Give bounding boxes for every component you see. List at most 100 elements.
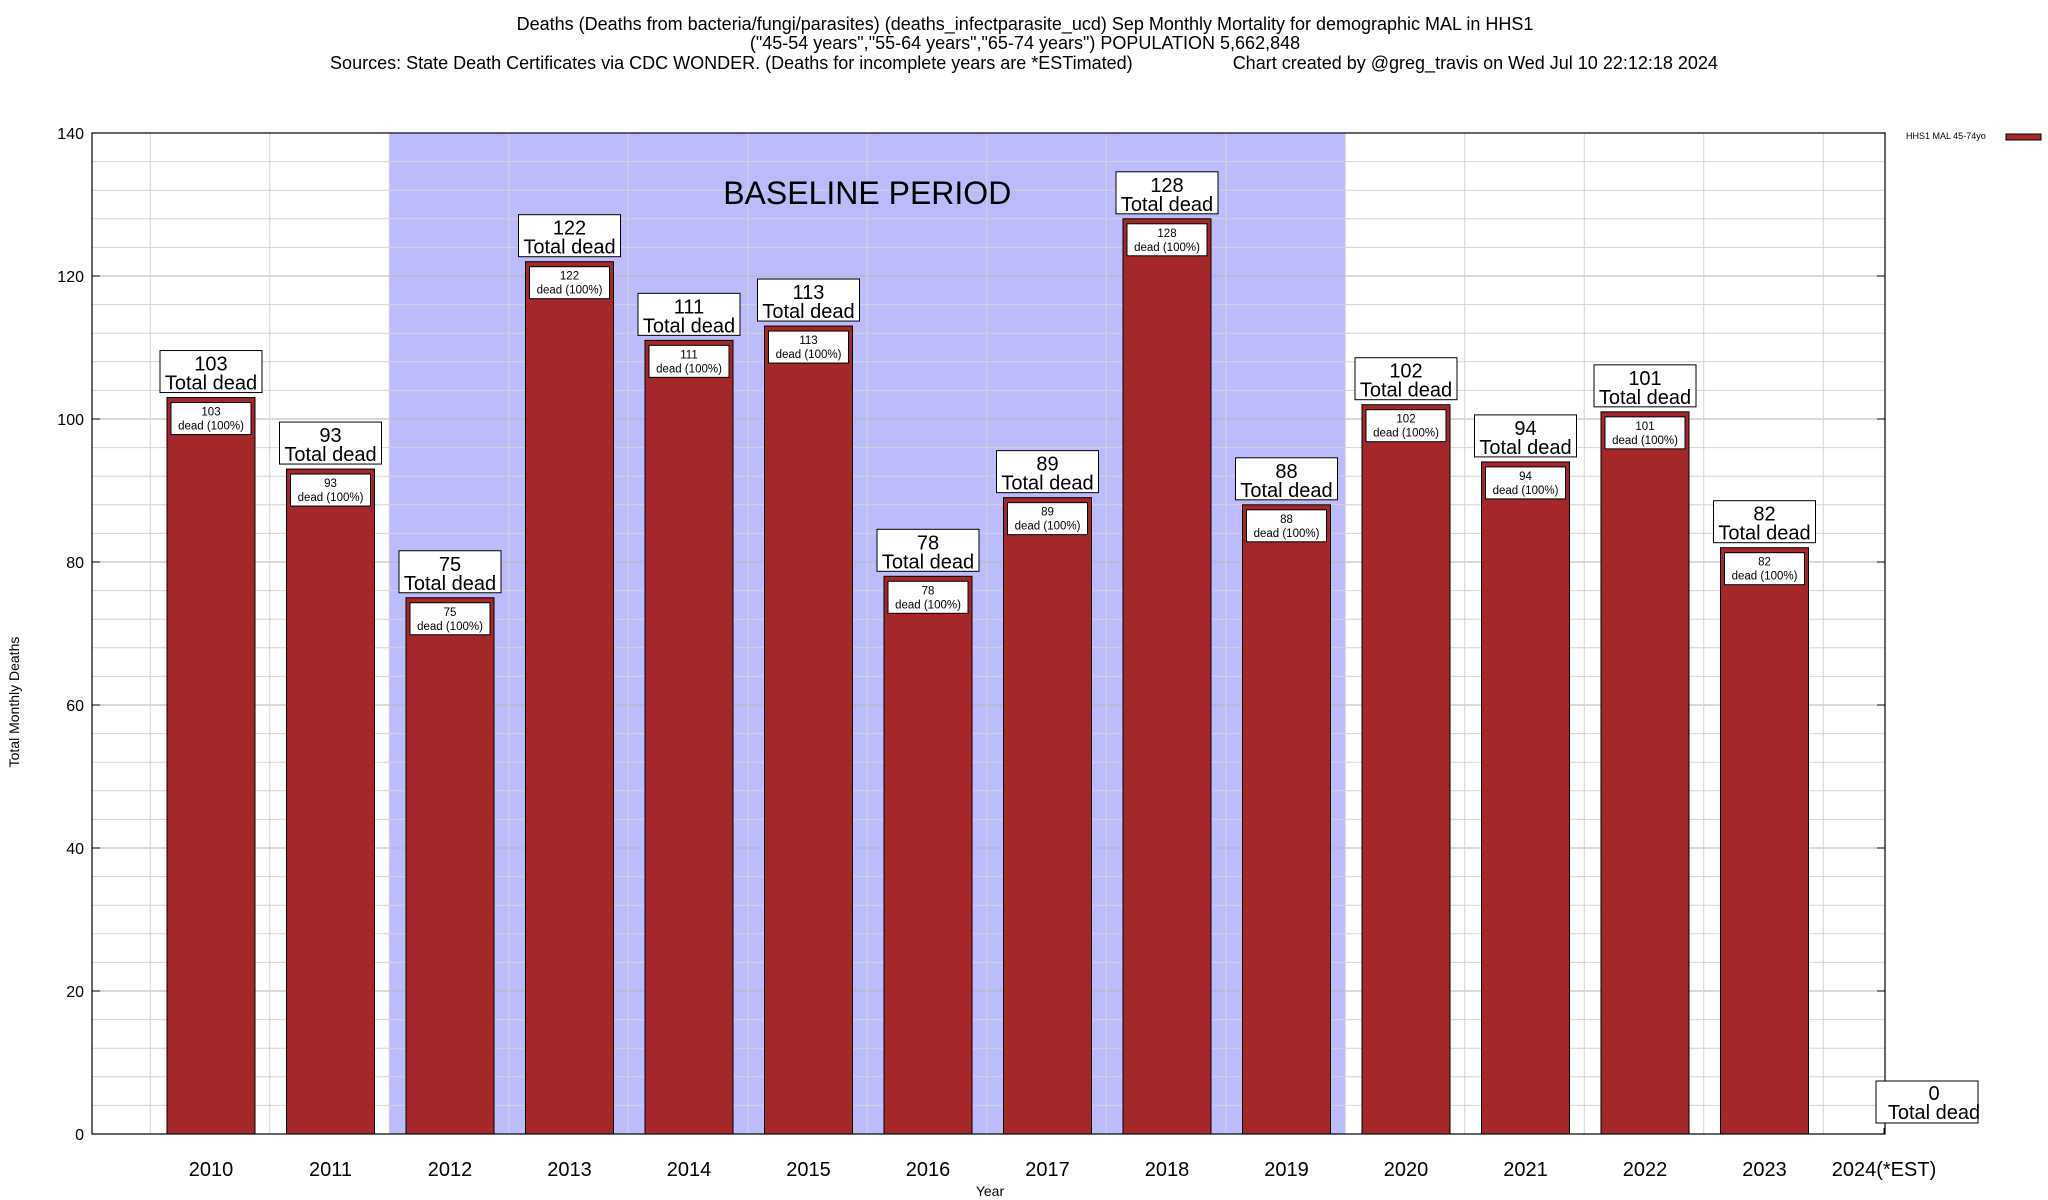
bar-inner-value-label: 78 — [922, 585, 935, 597]
bar-top-total-label: Total dead — [1240, 480, 1332, 502]
bar-top-label-box — [1115, 171, 1219, 215]
bar-inner-value-label: 122 — [560, 271, 579, 283]
y-tick-label: 140 — [57, 126, 84, 143]
bar-top-value-label: 0 — [1928, 1083, 1939, 1105]
bar-inner-label-box — [768, 330, 849, 364]
bar — [166, 397, 256, 1135]
bar-top-label-box — [757, 278, 860, 322]
legend-swatch — [2005, 133, 2042, 141]
bar-inner-label-box — [887, 580, 969, 614]
bar-inner-dead-label: dead (100%) — [1373, 428, 1439, 440]
bar-inner-dead-label: dead (100%) — [1612, 435, 1678, 447]
bar-inner-value-label: 75 — [444, 607, 457, 619]
bar-inner-label-box — [1007, 502, 1088, 536]
bar — [1361, 404, 1451, 1135]
y-tick-label: 100 — [57, 412, 84, 429]
bar-top-label-box — [1593, 364, 1697, 408]
y-tick-label: 80 — [66, 555, 84, 572]
bar-inner-dead-label: dead (100%) — [656, 363, 722, 375]
x-tick-label: 2012 — [428, 1159, 473, 1181]
bar-inner-label-box — [648, 344, 730, 378]
bar-top-label-box — [1713, 500, 1816, 544]
chart-title: Deaths (Deaths from bacteria/fungi/paras… — [516, 14, 1534, 34]
bar-inner-label-box — [1126, 223, 1208, 257]
bar-top-total-label: Total dead — [1718, 523, 1810, 545]
bar-top-value-label: 82 — [1753, 504, 1775, 526]
bar — [1600, 411, 1690, 1135]
bar — [1720, 547, 1809, 1135]
y-tick-label: 40 — [66, 841, 84, 858]
plot-frame — [91, 132, 1886, 1135]
bar-inner-value-label: 128 — [1157, 228, 1176, 240]
bar — [1242, 504, 1331, 1135]
x-tick-label: 2023 — [1742, 1159, 1787, 1181]
bar-inner-dead-label: dead (100%) — [298, 492, 364, 504]
bar-top-total-label: Total dead — [762, 301, 854, 323]
bar-top-total-label: Total dead — [1001, 473, 1093, 495]
chart-source-line: Sources: State Death Certificates via CD… — [0, 53, 2048, 73]
bar-top-label-box — [398, 550, 502, 594]
bar-top-value-label: 78 — [917, 532, 939, 554]
bar-top-label-box — [1474, 414, 1577, 458]
bar-inner-value-label: 94 — [1519, 471, 1532, 483]
chart-subtitle: ("45-54 years","55-64 years","65-74 year… — [749, 33, 1301, 53]
bar-top-value-label: 89 — [1036, 454, 1058, 476]
bar-inner-label-box — [1246, 509, 1327, 543]
bar-inner-dead-label: dead (100%) — [1134, 242, 1200, 254]
bar — [525, 261, 614, 1135]
bar-top-label-box — [518, 214, 621, 258]
bar-inner-dead-label: dead (100%) — [776, 349, 842, 361]
bar-inner-dead-label: dead (100%) — [1254, 528, 1320, 540]
bar — [883, 575, 973, 1135]
bar-inner-dead-label: dead (100%) — [417, 621, 483, 633]
bar-inner-value-label: 93 — [324, 478, 337, 490]
bar-top-value-label: 103 — [194, 354, 227, 376]
bar-top-label-box — [1354, 357, 1458, 401]
credit-text: Chart created by @greg_travis on Wed Jul… — [1232, 53, 1718, 73]
bar-inner-label-box — [1365, 409, 1447, 443]
bar — [286, 468, 375, 1135]
bar-top-total-label: Total dead — [1121, 194, 1213, 216]
bar-top-label-box — [876, 528, 980, 572]
bar — [1003, 497, 1092, 1135]
bar-inner-value-label: 101 — [1635, 421, 1654, 433]
bar-top-total-label: Total dead — [1599, 387, 1691, 409]
x-tick-label: 2016 — [906, 1159, 951, 1181]
x-tick-label: 2019 — [1264, 1159, 1309, 1181]
x-tick-label: 2015 — [786, 1159, 831, 1181]
x-tick-label: 2018 — [1145, 1159, 1190, 1181]
bar — [1122, 218, 1212, 1135]
bar-top-total-label: Total dead — [1360, 380, 1452, 402]
x-tick-label: 2014 — [667, 1159, 712, 1181]
bar-top-value-label: 93 — [319, 425, 341, 447]
bar-top-label-box — [637, 292, 741, 336]
bar-top-label-box — [159, 350, 263, 394]
bar-inner-value-label: 113 — [799, 335, 817, 347]
bar-inner-dead-label: dead (100%) — [1493, 485, 1559, 497]
bar-top-value-label: 101 — [1628, 368, 1661, 390]
y-axis-label: Total Monthly Deaths — [6, 636, 22, 768]
bar-inner-value-label: 103 — [201, 407, 220, 419]
bar-top-total-label: Total dead — [643, 315, 735, 337]
bar-inner-value-label: 88 — [1280, 514, 1293, 526]
bar-inner-value-label: 82 — [1758, 557, 1771, 569]
bar-inner-value-label: 89 — [1041, 507, 1054, 519]
bar-inner-label-box — [1604, 416, 1686, 450]
bar-top-total-label: Total dead — [165, 373, 257, 395]
bar-top-label-box — [1875, 1080, 1979, 1124]
x-tick-label: 2020 — [1384, 1159, 1429, 1181]
bar-top-label-box — [1235, 457, 1338, 501]
x-tick-label: 2022 — [1623, 1159, 1668, 1181]
bar-top-value-label: 122 — [553, 218, 586, 240]
bar-top-value-label: 111 — [674, 296, 704, 318]
bar — [764, 325, 853, 1135]
y-tick-label: 20 — [66, 984, 84, 1001]
bar-inner-dead-label: dead (100%) — [895, 599, 961, 611]
y-tick-label: 60 — [66, 698, 84, 715]
bar — [1481, 461, 1570, 1135]
bar-inner-label-box — [1724, 552, 1805, 586]
bar-top-total-label: Total dead — [1888, 1102, 1980, 1124]
y-tick-label: 0 — [75, 1127, 84, 1144]
bar — [405, 597, 495, 1135]
